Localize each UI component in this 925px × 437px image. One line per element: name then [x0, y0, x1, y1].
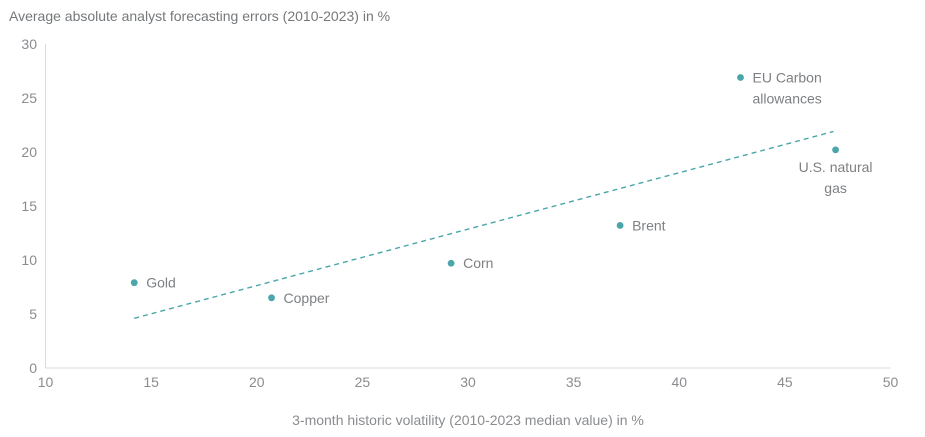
y-tick-label: 0 — [29, 360, 37, 376]
trend-line — [134, 130, 834, 319]
data-point-u-s-natural-gas — [832, 146, 839, 154]
x-tick-label: 40 — [671, 374, 687, 390]
data-point-corn — [447, 259, 455, 267]
x-tick-label: 15 — [143, 374, 159, 390]
y-tick-label: 20 — [21, 144, 37, 160]
y-tick-label: 30 — [21, 36, 37, 52]
chart-title: Average absolute analyst forecasting err… — [9, 8, 391, 24]
point-label-gold: Gold — [146, 275, 176, 291]
x-tick-label: 35 — [566, 374, 582, 390]
point-label-eu-carbon-allowances: EU Carbon allowances — [753, 69, 822, 106]
data-point-copper — [268, 294, 275, 302]
x-tick-label: 20 — [249, 374, 265, 390]
x-tick-label: 10 — [38, 374, 54, 390]
point-label-brent: Brent — [632, 217, 666, 233]
point-label-u-s-natural-gas: U.S. natural gas — [799, 159, 873, 196]
point-label-corn: Corn — [463, 255, 493, 271]
y-tick-label: 25 — [21, 90, 37, 106]
x-tick-label: 30 — [460, 374, 476, 390]
y-tick-label: 5 — [29, 306, 37, 322]
data-point-brent — [616, 222, 624, 229]
x-tick-label: 45 — [777, 374, 793, 390]
data-point-eu-carbon-allowances — [737, 74, 744, 81]
x-tick-label: 25 — [355, 374, 371, 390]
x-axis-title: 3-month historic volatility (2010-2023 m… — [292, 412, 644, 428]
y-tick-label: 10 — [21, 252, 37, 268]
point-label-copper: Copper — [284, 290, 330, 306]
y-tick-label: 15 — [21, 198, 37, 214]
data-point-gold — [130, 279, 138, 287]
x-tick-label: 50 — [883, 374, 899, 390]
